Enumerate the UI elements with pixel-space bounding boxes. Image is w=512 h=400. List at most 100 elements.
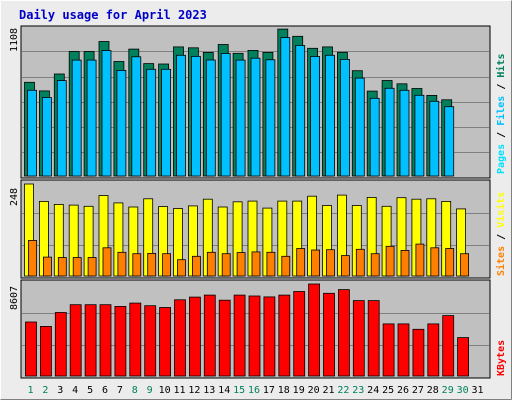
day-label-14: 14 — [218, 385, 230, 396]
sites-bar-day-9 — [147, 252, 157, 277]
day-label-3: 3 — [57, 385, 63, 396]
kbytes-bar-day-8 — [129, 302, 142, 377]
legend-sites: Sites — [495, 246, 507, 276]
kbytes-bar-day-23 — [352, 300, 365, 377]
files-bar-day-20 — [310, 56, 321, 177]
sites-bar-day-22 — [340, 255, 350, 277]
kbytes-bar-day-1 — [25, 321, 37, 377]
day-label-21: 21 — [322, 385, 334, 396]
files-bar-day-22 — [339, 59, 350, 177]
day-label-13: 13 — [203, 385, 215, 396]
kbytes-bar-day-12 — [188, 296, 201, 377]
kbytes-bar-day-20 — [308, 283, 321, 377]
kbytes-bar-day-10 — [159, 307, 172, 377]
files-bar-day-19 — [295, 45, 306, 177]
day-label-8: 8 — [132, 385, 138, 396]
day-label-27: 27 — [412, 385, 424, 396]
hits-panel-legend: Pages / Files / Hits — [495, 54, 507, 175]
sites-bar-day-17 — [266, 251, 276, 277]
sites-bar-day-11 — [177, 259, 186, 277]
files-bar-day-25 — [384, 87, 395, 177]
day-label-26: 26 — [397, 385, 409, 396]
kbytes-bar-day-7 — [114, 305, 127, 377]
files-bar-day-13 — [205, 59, 216, 177]
sites-bar-day-10 — [162, 253, 172, 277]
day-label-25: 25 — [382, 385, 394, 396]
kbytes-bar-day-3 — [54, 312, 67, 377]
day-label-22: 22 — [337, 385, 349, 396]
day-label-12: 12 — [188, 385, 200, 396]
day-label-5: 5 — [87, 385, 93, 396]
files-bar-day-23 — [354, 77, 365, 177]
kbytes-bar-day-21 — [323, 292, 335, 377]
kbytes-bar-day-2 — [40, 325, 52, 377]
sites-bar-day-29 — [445, 248, 455, 277]
hits-max-label: 1108 — [9, 28, 20, 52]
kbytes-bar-day-16 — [248, 295, 261, 377]
sites-bar-day-15 — [236, 252, 246, 277]
day-label-9: 9 — [147, 385, 153, 396]
kbytes-bar-day-14 — [218, 299, 231, 377]
kbytes-panel-legend: KBytes — [496, 340, 507, 376]
day-label-10: 10 — [159, 385, 171, 396]
sites-bar-day-1 — [28, 239, 37, 277]
graph-title: Daily usage for April 2023 — [19, 8, 207, 22]
sites-bar-day-26 — [400, 249, 410, 277]
sites-bar-day-20 — [311, 249, 321, 277]
day-label-11: 11 — [173, 385, 185, 396]
files-bar-day-1 — [27, 89, 37, 177]
sites-bar-day-16 — [251, 251, 261, 277]
files-bar-day-8 — [131, 56, 142, 177]
files-bar-day-2 — [42, 97, 52, 177]
sites-bar-day-25 — [385, 245, 395, 277]
sites-bar-day-2 — [43, 256, 52, 277]
files-bar-day-27 — [414, 94, 425, 177]
legend-hits: Hits — [495, 54, 507, 78]
day-label-17: 17 — [263, 385, 275, 396]
kbytes-bar-day-4 — [69, 304, 82, 377]
bar-marks — [24, 28, 470, 377]
sites-bar-day-14 — [221, 253, 231, 277]
files-bar-day-18 — [280, 37, 291, 177]
sites-bar-day-28 — [430, 247, 440, 277]
day-label-19: 19 — [293, 385, 305, 396]
files-bar-day-26 — [399, 89, 410, 177]
day-label-30: 30 — [457, 385, 469, 396]
files-bar-day-16 — [250, 57, 261, 177]
files-bar-day-21 — [325, 54, 335, 177]
files-bar-day-10 — [161, 68, 172, 177]
files-bar-day-24 — [369, 97, 380, 177]
files-bar-day-11 — [176, 54, 186, 177]
sites-bar-day-23 — [355, 248, 365, 277]
sites-bar-day-6 — [102, 247, 112, 277]
legend-sep-1: / — [496, 132, 507, 138]
files-bar-day-9 — [146, 68, 157, 177]
day-label-28: 28 — [427, 385, 439, 396]
kbytes-bar-day-5 — [84, 304, 97, 377]
legend-kbytes: KBytes — [496, 340, 507, 376]
files-bar-day-14 — [220, 53, 231, 177]
kbytes-bar-day-25 — [382, 323, 395, 377]
kbytes-bar-day-18 — [278, 294, 291, 377]
sites-bar-day-13 — [206, 251, 216, 277]
kbytes-bar-day-30 — [457, 337, 470, 377]
legend-files: Files — [495, 96, 507, 126]
day-axis: 1 2 3 4 5 6 7 8 9 10 11 12 13 14 15 16 17 18 19 20 21 22 23 24 2… — [27, 385, 483, 396]
sites-bar-day-3 — [57, 257, 67, 277]
files-bar-day-3 — [56, 80, 67, 177]
kbytes-bar-day-15 — [233, 294, 246, 377]
kbytes-bar-day-28 — [427, 323, 440, 377]
sites-bar-day-5 — [87, 257, 97, 277]
kbytes-bar-day-13 — [203, 294, 216, 377]
kbytes-bar-day-19 — [293, 291, 306, 377]
day-label-29: 29 — [442, 385, 454, 396]
legend-pages: Pages — [496, 144, 507, 174]
files-bar-day-7 — [116, 70, 127, 177]
day-label-24: 24 — [367, 385, 379, 396]
sites-bar-day-4 — [72, 257, 82, 277]
sites-bar-day-7 — [117, 251, 127, 277]
legend-sep-2: / — [496, 84, 507, 90]
sites-bar-day-27 — [415, 243, 425, 277]
files-bar-day-5 — [86, 59, 97, 177]
